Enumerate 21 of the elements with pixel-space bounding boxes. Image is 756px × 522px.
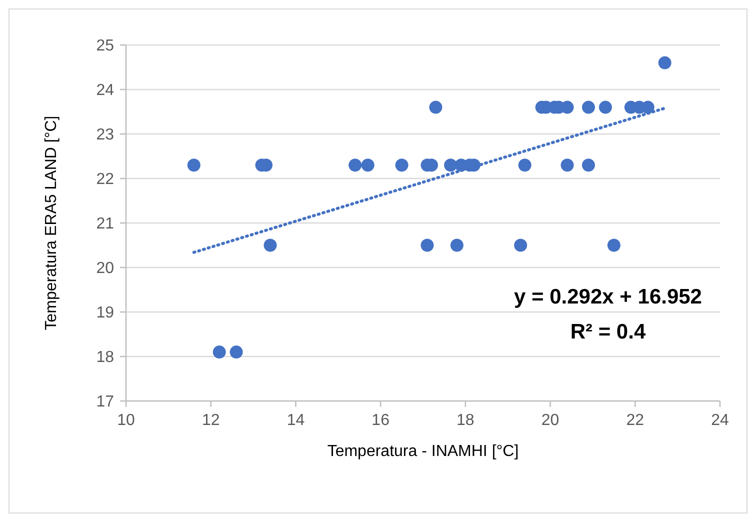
x-tick-label: 22 <box>626 412 644 429</box>
annotation: R² = 0.4 <box>570 320 646 344</box>
y-tick-label: 20 <box>96 260 114 278</box>
x-tick-label: 12 <box>202 412 220 429</box>
x-tick-label: 16 <box>372 412 390 429</box>
y-tick-label: 17 <box>96 394 114 411</box>
y-tick-label: 24 <box>96 82 114 100</box>
x-tick-label: 20 <box>541 412 560 429</box>
x-axis-title: Temperatura - INAMHI [°C] <box>327 443 519 460</box>
y-tick-label: 25 <box>96 38 114 55</box>
x-tick-label: 14 <box>286 412 305 429</box>
y-tick-label: 18 <box>96 349 114 366</box>
y-tick-label: 23 <box>96 126 114 144</box>
x-tick-label: 18 <box>456 412 474 429</box>
x-tick-label: 24 <box>711 412 729 429</box>
y-tick-label: 22 <box>96 171 114 188</box>
y-tick-label: 19 <box>96 304 114 322</box>
x-tick-label: 10 <box>117 412 135 429</box>
y-axis-title: Temperatura ERA5 LAND [°C] <box>43 116 60 330</box>
annotation: y = 0.292x + 16.952 <box>514 285 702 308</box>
y-tick-label: 21 <box>96 216 114 233</box>
